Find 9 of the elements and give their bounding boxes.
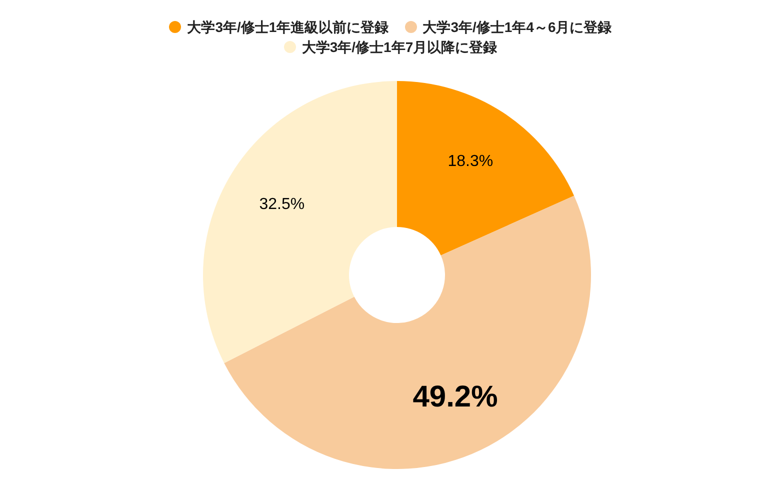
donut-slice (224, 196, 591, 469)
donut-slice (203, 81, 397, 364)
legend-label: 大学3年/修士1年4～6月に登録 (422, 18, 612, 36)
data-label: 49.2% (412, 380, 498, 414)
legend-label: 大学3年/修士1年7月以降に登録 (300, 38, 498, 56)
data-label: 18.3% (448, 153, 494, 170)
donut-slice (397, 81, 574, 256)
data-label: 32.5% (259, 196, 305, 213)
legend-label: 大学3年/修士1年進級以前に登録 (186, 18, 389, 36)
